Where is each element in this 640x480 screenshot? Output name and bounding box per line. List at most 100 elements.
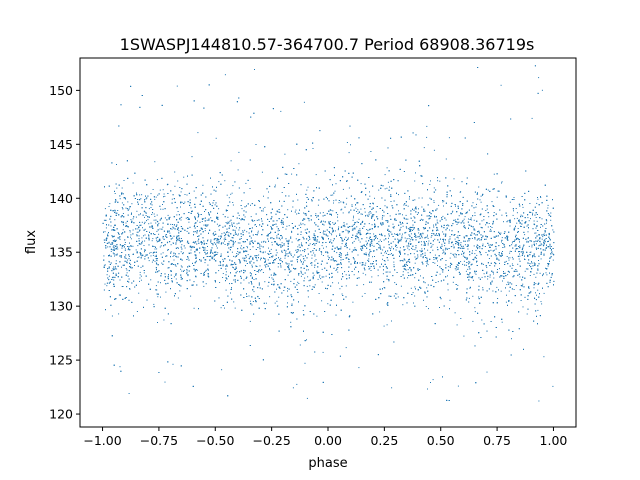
data-point: [497, 298, 499, 299]
data-point: [409, 267, 411, 269]
data-point: [493, 212, 495, 213]
data-point: [137, 257, 139, 258]
data-point: [122, 193, 124, 195]
data-point: [284, 257, 286, 259]
data-point: [525, 268, 527, 270]
data-point: [404, 237, 406, 239]
data-point: [258, 254, 260, 256]
data-point: [447, 289, 449, 291]
data-point: [184, 247, 186, 249]
data-point: [460, 261, 462, 263]
data-point: [117, 232, 119, 233]
data-point: [213, 242, 215, 244]
data-point: [281, 222, 283, 224]
data-point: [216, 216, 218, 218]
data-point: [537, 198, 539, 200]
data-point: [487, 278, 489, 280]
data-point: [185, 217, 187, 219]
data-point: [444, 249, 446, 251]
data-point: [132, 218, 134, 220]
data-point: [527, 231, 529, 233]
data-point: [313, 252, 315, 254]
data-point: [363, 284, 365, 286]
data-point: [224, 307, 225, 309]
data-point: [378, 247, 380, 249]
data-point: [231, 260, 233, 262]
data-point: [138, 235, 140, 237]
data-point: [106, 274, 108, 276]
data-point: [469, 261, 471, 263]
data-point: [431, 245, 433, 247]
data-point: [128, 248, 129, 250]
data-point: [249, 300, 251, 302]
data-point: [509, 221, 511, 223]
data-point: [111, 315, 113, 317]
data-point: [506, 237, 508, 239]
data-point: [137, 231, 139, 233]
data-point: [429, 197, 431, 199]
data-point: [315, 174, 317, 176]
data-point: [287, 209, 289, 211]
data-point: [346, 180, 347, 182]
data-point: [391, 253, 392, 255]
data-point: [190, 207, 192, 209]
data-point: [356, 211, 358, 212]
data-point: [437, 260, 438, 262]
data-point: [105, 227, 107, 229]
data-point: [128, 247, 130, 249]
data-point: [236, 223, 238, 225]
data-point: [443, 200, 445, 202]
data-point: [490, 282, 492, 284]
data-point: [401, 235, 403, 237]
data-point: [487, 226, 489, 228]
data-point: [196, 269, 198, 271]
data-point: [454, 312, 456, 314]
data-point: [488, 216, 490, 218]
data-point: [332, 240, 334, 242]
data-point: [167, 214, 169, 216]
data-point: [407, 247, 409, 249]
data-point: [323, 247, 324, 249]
data-point: [157, 194, 159, 196]
data-point: [369, 191, 370, 193]
data-point: [347, 232, 349, 234]
data-point: [550, 212, 552, 214]
data-point: [258, 270, 259, 272]
data-point: [158, 233, 160, 235]
data-point: [450, 252, 452, 254]
data-point: [159, 246, 161, 248]
data-point: [251, 276, 253, 278]
data-point: [535, 283, 537, 285]
data-point: [216, 223, 218, 225]
data-point: [116, 253, 118, 255]
data-point: [418, 229, 420, 231]
data-point: [384, 252, 386, 254]
data-point: [231, 240, 233, 242]
data-point: [314, 254, 316, 256]
data-point: [160, 208, 162, 210]
data-point: [204, 228, 206, 229]
data-point: [219, 282, 221, 283]
data-point: [398, 213, 400, 215]
data-point: [485, 224, 487, 226]
data-point: [426, 287, 428, 289]
data-point: [150, 193, 152, 195]
data-point: [128, 393, 130, 394]
data-point: [448, 239, 450, 241]
data-point: [340, 201, 342, 203]
data-point: [201, 243, 203, 245]
data-point: [463, 251, 465, 253]
data-point: [117, 210, 119, 211]
data-point: [156, 179, 158, 181]
data-point: [470, 219, 472, 221]
data-point: [528, 292, 530, 294]
data-point: [316, 239, 318, 241]
data-point: [270, 226, 272, 228]
data-point: [233, 267, 234, 269]
data-point: [274, 302, 276, 304]
data-point: [157, 296, 159, 298]
data-point: [483, 273, 485, 275]
data-point: [180, 265, 182, 267]
data-point: [221, 233, 223, 235]
data-point: [369, 252, 371, 254]
